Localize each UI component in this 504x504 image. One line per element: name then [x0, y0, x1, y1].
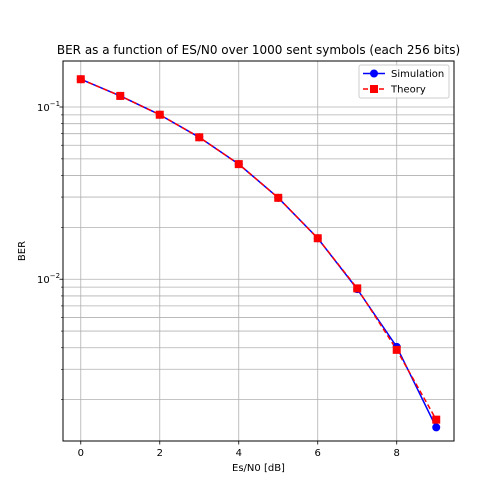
series-line-theory — [80, 78, 437, 421]
y-tick-label: 10−2 — [37, 272, 60, 286]
data-point-theory — [353, 284, 362, 293]
x-axis-label: Es/N0 [dB] — [232, 463, 285, 474]
y-tick-label-exponent: −2 — [50, 272, 60, 280]
axis-ticks: 0 2 4 6 810−110−2 — [37, 100, 400, 459]
grid-lines — [63, 61, 454, 441]
data-point-theory — [116, 91, 125, 100]
y-tick-label: 10−1 — [37, 100, 60, 114]
y-tick-label-base: 10 — [37, 103, 50, 114]
data-point-theory — [234, 160, 243, 169]
data-point-simulation — [432, 423, 441, 432]
y-tick-label-exponent: −1 — [50, 100, 60, 108]
legend-theory-marker — [370, 85, 378, 93]
plot-frame — [62, 60, 455, 442]
x-tick-label: 4 — [236, 448, 242, 459]
data-point-theory — [313, 234, 322, 243]
x-tick-label: 8 — [394, 448, 400, 459]
data-series — [76, 75, 441, 432]
legend: Simulation Theory — [358, 64, 450, 99]
legend-simulation-marker — [370, 69, 378, 78]
x-tick-label: 0 — [78, 448, 84, 459]
y-tick-label-base: 10 — [37, 275, 50, 286]
data-point-theory — [155, 110, 164, 119]
data-point-theory — [432, 415, 441, 424]
x-tick-label: 2 — [157, 448, 163, 459]
chart-title: BER as a function of ES/N0 over 1000 sen… — [57, 43, 460, 57]
data-point-theory — [76, 75, 85, 84]
data-point-theory — [274, 193, 283, 202]
data-point-theory — [195, 133, 204, 142]
legend-theory-label: Theory — [390, 85, 426, 96]
x-tick-label: 6 — [315, 448, 321, 459]
data-point-theory — [392, 345, 401, 354]
y-axis-label: BER — [17, 241, 28, 261]
legend-simulation-label: Simulation — [391, 69, 444, 80]
